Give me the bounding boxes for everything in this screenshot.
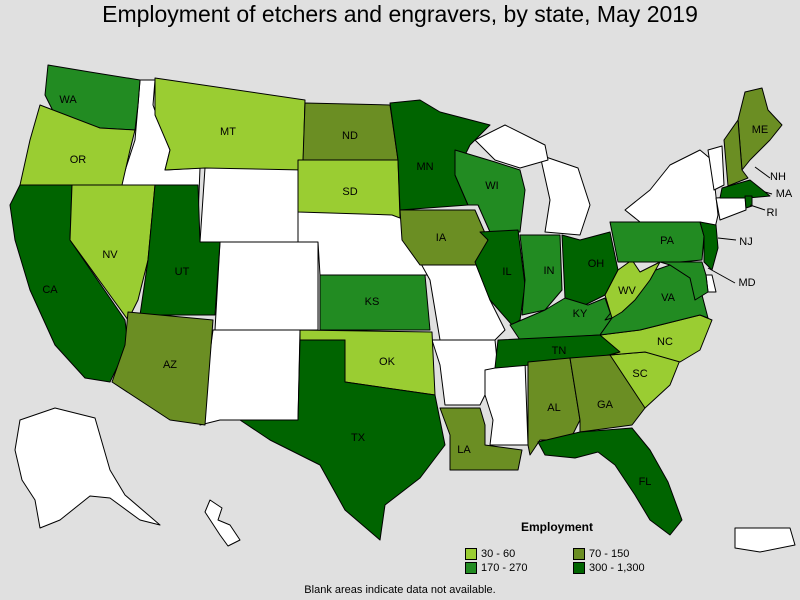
- label-PA: PA: [660, 235, 675, 247]
- legend-label: 170 - 270: [481, 562, 528, 574]
- legend-label: 30 - 60: [481, 548, 516, 560]
- label-SD: SD: [342, 186, 357, 198]
- state-UT[interactable]: [139, 184, 221, 316]
- label-ME: ME: [752, 124, 769, 136]
- footnote: Blank areas indicate data not available.: [304, 584, 496, 596]
- label-TN: TN: [552, 345, 567, 357]
- label-AZ: AZ: [163, 359, 177, 371]
- label-UT: UT: [175, 266, 190, 278]
- label-KY: KY: [573, 308, 588, 320]
- label-OH: OH: [588, 258, 605, 270]
- label-WA: WA: [59, 94, 77, 106]
- legend-label: 70 - 150: [589, 548, 630, 560]
- state-NY[interactable]: [624, 149, 719, 229]
- legend-swatch: [465, 562, 477, 574]
- label-VA: VA: [661, 292, 676, 304]
- map-title: Employment of etchers and engravers, by …: [102, 1, 698, 27]
- label-OK: OK: [379, 356, 396, 368]
- state-MT[interactable]: [154, 77, 306, 171]
- legend-title: Employment: [521, 520, 594, 534]
- state-AR[interactable]: [431, 339, 499, 406]
- legend-swatch: [573, 548, 585, 560]
- state-TX[interactable]: [239, 339, 446, 541]
- label-MD: MD: [738, 277, 755, 289]
- label-NH: NH: [770, 171, 786, 183]
- label-GA: GA: [597, 399, 614, 411]
- label-KS: KS: [365, 296, 380, 308]
- state-WY[interactable]: [199, 167, 299, 243]
- label-AL: AL: [547, 402, 560, 414]
- label-MA: MA: [776, 188, 793, 200]
- state-KS[interactable]: [319, 274, 431, 331]
- state-LA[interactable]: [439, 407, 523, 471]
- label-IL: IL: [502, 266, 511, 278]
- state-NM[interactable]: [199, 329, 301, 426]
- legend-item-170-270: 170 - 270: [465, 562, 527, 574]
- label-IN: IN: [544, 265, 555, 277]
- state-labels: WA OR CA NV MT UT AZ ND SD KS OK TX MN I…: [42, 94, 793, 488]
- state-HI[interactable]: [204, 499, 241, 547]
- state-MI[interactable]: [539, 154, 591, 236]
- label-MT: MT: [220, 126, 236, 138]
- legend-swatch: [465, 548, 477, 560]
- label-WI: WI: [485, 180, 498, 192]
- state-FL[interactable]: [537, 427, 683, 536]
- label-NV: NV: [102, 249, 118, 261]
- label-TX: TX: [351, 432, 366, 444]
- legend-swatch: [573, 562, 585, 574]
- label-FL: FL: [639, 476, 652, 488]
- legend-label: 300 - 1,300: [589, 562, 645, 574]
- state-RI[interactable]: [744, 195, 753, 209]
- label-IA: IA: [436, 232, 447, 244]
- legend-item-300-1300: 300 - 1,300: [573, 562, 645, 574]
- state-OR[interactable]: [19, 104, 136, 186]
- label-CA: CA: [42, 284, 58, 296]
- state-SD[interactable]: [297, 159, 401, 219]
- state-MS[interactable]: [484, 361, 529, 446]
- colored-states: [9, 64, 783, 541]
- state-CT[interactable]: [715, 195, 747, 221]
- state-AZ[interactable]: [111, 311, 214, 426]
- state-VT[interactable]: [707, 145, 725, 191]
- label-WV: WV: [618, 285, 636, 297]
- state-ME[interactable]: [737, 87, 783, 171]
- state-MD[interactable]: [639, 261, 709, 301]
- label-RI: RI: [767, 207, 778, 219]
- state-WV[interactable]: [604, 259, 661, 319]
- state-PR[interactable]: [734, 527, 796, 553]
- state-MA[interactable]: [719, 179, 771, 199]
- state-MI-upper[interactable]: [474, 124, 549, 169]
- state-AK[interactable]: [14, 407, 161, 529]
- state-CO[interactable]: [214, 241, 319, 331]
- label-OR: OR: [70, 154, 87, 166]
- state-PA[interactable]: [609, 221, 705, 263]
- label-NJ: NJ: [739, 236, 752, 248]
- state-NH[interactable]: [723, 119, 749, 187]
- label-SC: SC: [632, 368, 647, 380]
- label-ND: ND: [342, 130, 358, 142]
- label-NC: NC: [657, 336, 673, 348]
- legend-item-70-150: 70 - 150: [573, 548, 629, 560]
- label-MN: MN: [416, 161, 433, 173]
- legend-item-30-60: 30 - 60: [465, 548, 515, 560]
- label-LA: LA: [457, 444, 471, 456]
- callout-lines: [707, 166, 773, 284]
